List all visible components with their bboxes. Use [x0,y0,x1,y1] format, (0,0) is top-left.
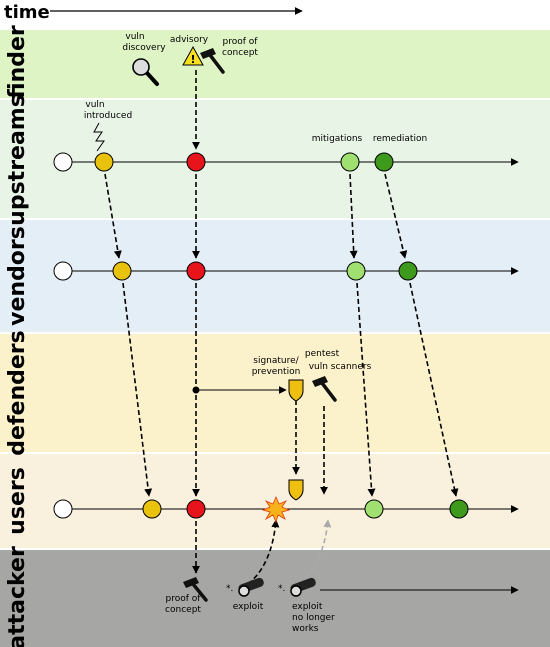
upstreams-start-node [53,152,73,172]
arrow-vendor-mitigation-to-users [356,282,376,497]
lane-label-finder: finder [5,25,30,99]
lane-label-users: users [5,467,30,535]
users-start-node [53,499,73,519]
magnifier-icon [132,58,159,86]
exploit-burst-icon [261,495,291,524]
vendors-advisory-node [186,261,206,281]
arrow-mitigation-to-vendor [349,173,358,259]
upstreams-vuln-node [94,152,114,172]
finder-hammer-icon [200,48,225,74]
lane-finder-bg [0,30,550,98]
users-mitigation-node [364,499,384,519]
svg-text:!: ! [190,53,195,66]
pentest-line1: pentest [305,349,340,359]
attacker-hammer-icon [183,577,208,602]
arrow-vendor-remediation-to-users [409,282,459,497]
advisory-label: advisory [170,35,209,45]
exploit-no-longer-line1: exploit [292,602,323,612]
lane-label-attacker: attacker [5,546,30,647]
vendors-vuln-node [112,261,132,281]
exploit-label: exploit [233,602,264,612]
svg-text:*.: *. [278,584,285,594]
pentest-line2: vuln scanners [309,362,372,372]
lane-label-vendors: vendors [5,226,30,326]
failed-exploit-cannon-icon: *. [278,577,316,597]
defenders-branch-dot [192,386,200,394]
svg-text:*.: *. [226,584,233,594]
lane-upstreams-bg [0,100,550,218]
arrow-vendor-yellow-to-users [122,282,153,497]
attacker-poc-line2: concept [165,605,201,615]
vuln-introduced-line2: introduced [84,111,132,121]
users-vuln-node [142,499,162,519]
signature-shield-icon [288,379,304,402]
users-advisory-node [186,499,206,519]
upstreams-remediation-node [374,152,394,172]
lane-attacker-bg [0,550,550,647]
exploit-no-longer-line2: no longer [292,613,335,623]
lightning-icon [93,122,105,152]
signature-line1: signature/ [253,356,299,366]
remediation-label: remediation [373,134,427,144]
lane-defenders-bg [0,334,550,452]
finder-poc-line2: concept [222,48,258,58]
exploit-no-longer-line3: works [292,624,319,634]
vendors-remediation-node [398,261,418,281]
vendors-mitigation-node [346,261,366,281]
arrow-upstream-yellow-to-vendor [104,173,122,259]
exploit-cannon-icon: *. [226,577,264,597]
mitigations-label: mitigations [312,134,363,144]
upstreams-mitigation-node [340,152,360,172]
warning-icon: ! [182,45,204,66]
attacker-poc-line1: proof of [166,594,202,604]
lane-label-upstreams: upstreams [5,94,30,226]
vendors-start-node [53,261,73,281]
time-label: time [4,2,50,23]
lane-vendors-bg [0,220,550,332]
vuln-discovery-line2: discovery [122,43,166,53]
lane-label-defenders: defenders [5,330,30,455]
arrow-exploit-to-users [247,519,280,585]
pentest-hammer-icon [312,376,337,402]
vuln-discovery-line1: vuln [125,32,144,42]
upstreams-advisory-node [186,152,206,172]
users-remediation-node [449,499,469,519]
vuln-introduced-line1: vuln [85,100,104,110]
signature-line2: prevention [252,367,301,377]
arrow-remediation-to-vendor [384,173,408,259]
arrow-exploit-failed-gray [299,519,332,585]
users-shield-icon [288,479,304,501]
finder-poc-line1: proof of [223,37,259,47]
